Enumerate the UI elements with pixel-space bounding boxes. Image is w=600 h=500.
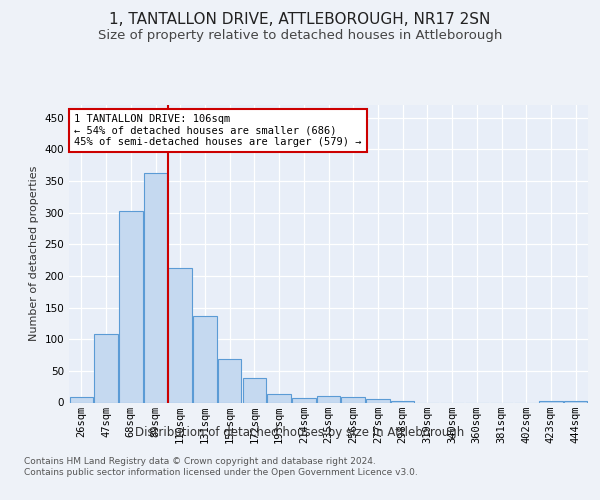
Bar	[169, 268, 192, 402]
Bar	[70, 398, 93, 402]
Text: Contains HM Land Registry data © Crown copyright and database right 2024.
Contai: Contains HM Land Registry data © Crown c…	[24, 458, 418, 477]
Text: 1, TANTALLON DRIVE, ATTLEBOROUGH, NR17 2SN: 1, TANTALLON DRIVE, ATTLEBOROUGH, NR17 2…	[109, 12, 491, 28]
Bar	[119, 212, 143, 402]
Bar	[193, 316, 217, 402]
Bar	[317, 396, 340, 402]
Bar	[539, 401, 563, 402]
Y-axis label: Number of detached properties: Number of detached properties	[29, 166, 39, 342]
Bar	[341, 398, 365, 402]
Bar	[366, 400, 389, 402]
Bar	[94, 334, 118, 402]
Bar	[218, 359, 241, 403]
Text: Distribution of detached houses by size in Attleborough: Distribution of detached houses by size …	[136, 426, 464, 439]
Text: 1 TANTALLON DRIVE: 106sqm
← 54% of detached houses are smaller (686)
45% of semi: 1 TANTALLON DRIVE: 106sqm ← 54% of detac…	[74, 114, 362, 147]
Bar	[292, 398, 316, 402]
Bar	[391, 400, 415, 402]
Bar	[564, 401, 587, 402]
Bar	[242, 378, 266, 402]
Bar	[268, 394, 291, 402]
Text: Size of property relative to detached houses in Attleborough: Size of property relative to detached ho…	[98, 29, 502, 42]
Bar	[144, 174, 167, 402]
